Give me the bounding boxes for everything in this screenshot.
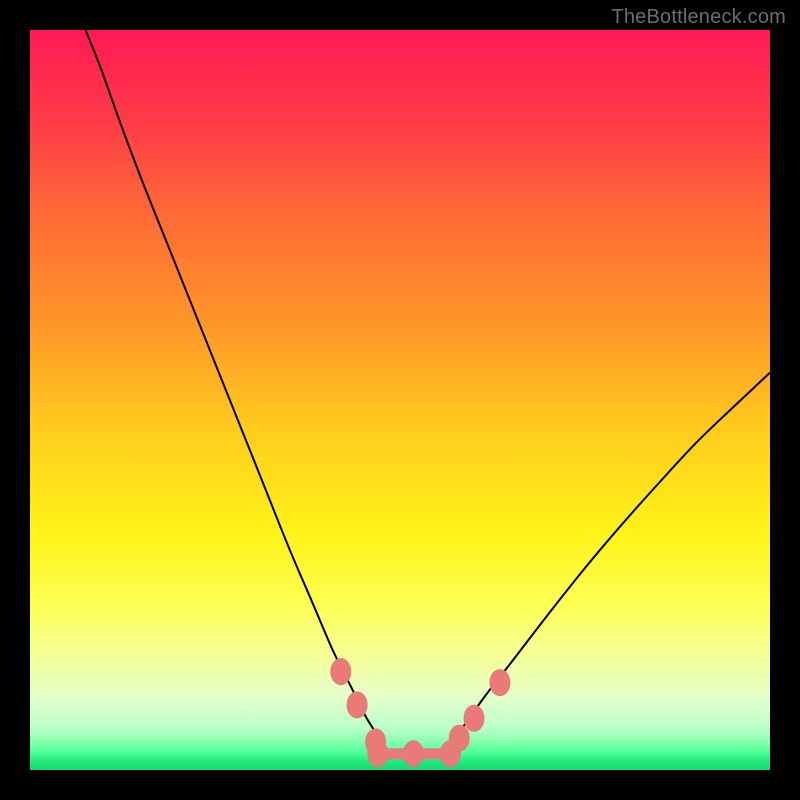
chart-container — [0, 0, 800, 800]
marker — [449, 725, 469, 751]
chart-plot-area — [30, 30, 770, 770]
marker — [464, 705, 484, 731]
watermark-text: TheBottleneck.com — [611, 6, 786, 29]
marker — [490, 670, 510, 696]
marker — [403, 741, 423, 767]
marker — [347, 692, 367, 718]
marker — [331, 659, 351, 685]
bottleneck-chart — [0, 0, 800, 800]
marker — [368, 741, 388, 767]
